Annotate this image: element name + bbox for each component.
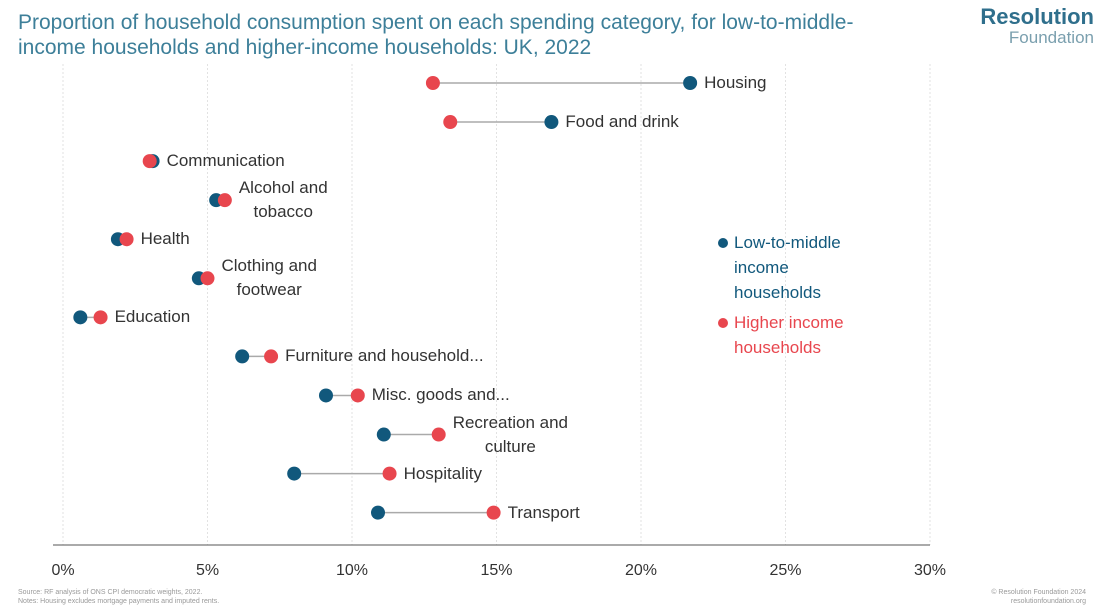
source: Source: RF analysis of ONS CPI democrati… [18,589,203,596]
category-label: Clothing and footwear [221,256,317,300]
dot [376,427,391,442]
legend-dot [718,238,728,248]
dot [142,154,157,169]
dot [683,76,698,90]
category-label: Hospitality [403,463,482,483]
category-label: Health [140,229,190,249]
dot [93,310,108,325]
dot [350,388,365,403]
dot [486,505,501,520]
category-label: Communication [166,151,285,171]
dot [217,193,232,208]
website: resolutionfoundation.org [1010,598,1086,605]
legend-label: Higher income households [734,313,844,357]
dot [318,388,333,403]
dot [382,466,397,481]
x-tick-label: 0% [51,562,75,579]
x-tick-label: 10% [335,562,369,579]
x-tick-label: 20% [624,562,658,579]
dot [235,349,250,364]
x-tick-label: 5% [195,562,220,579]
dot [119,232,134,247]
copyright: © Resolution Foundation 2024 [991,589,1086,596]
dot [443,115,458,130]
dot [431,427,446,442]
category-label: Recreation and culture [452,412,568,456]
category-label: Food and drink [565,112,679,132]
dot [371,505,386,520]
dot [544,115,559,130]
chart-title: Proportion of household consumption spen… [18,11,854,59]
dot [200,271,215,286]
dot [287,466,302,481]
x-tick-label: 25% [769,562,802,579]
legend-dot [718,318,728,328]
category-label: Education [114,307,191,327]
notes: Notes: Housing excludes mortgage payment… [18,598,220,605]
dot [425,76,440,90]
dot [73,310,88,325]
category-label: Housing [704,73,767,92]
x-tick-label: 30% [913,562,947,579]
category-label: Misc. goods and... [371,385,510,405]
category-label: Alcohol and tobacco [238,178,328,222]
category-label: Furniture and household... [285,346,484,366]
legend-label: Low-to-middle income households [734,233,841,302]
dot [264,349,279,364]
category-label: Transport [507,502,580,522]
x-tick-label: 15% [480,562,513,579]
brand: Resolution [980,4,1094,29]
brand-sub: Foundation [1008,28,1094,47]
